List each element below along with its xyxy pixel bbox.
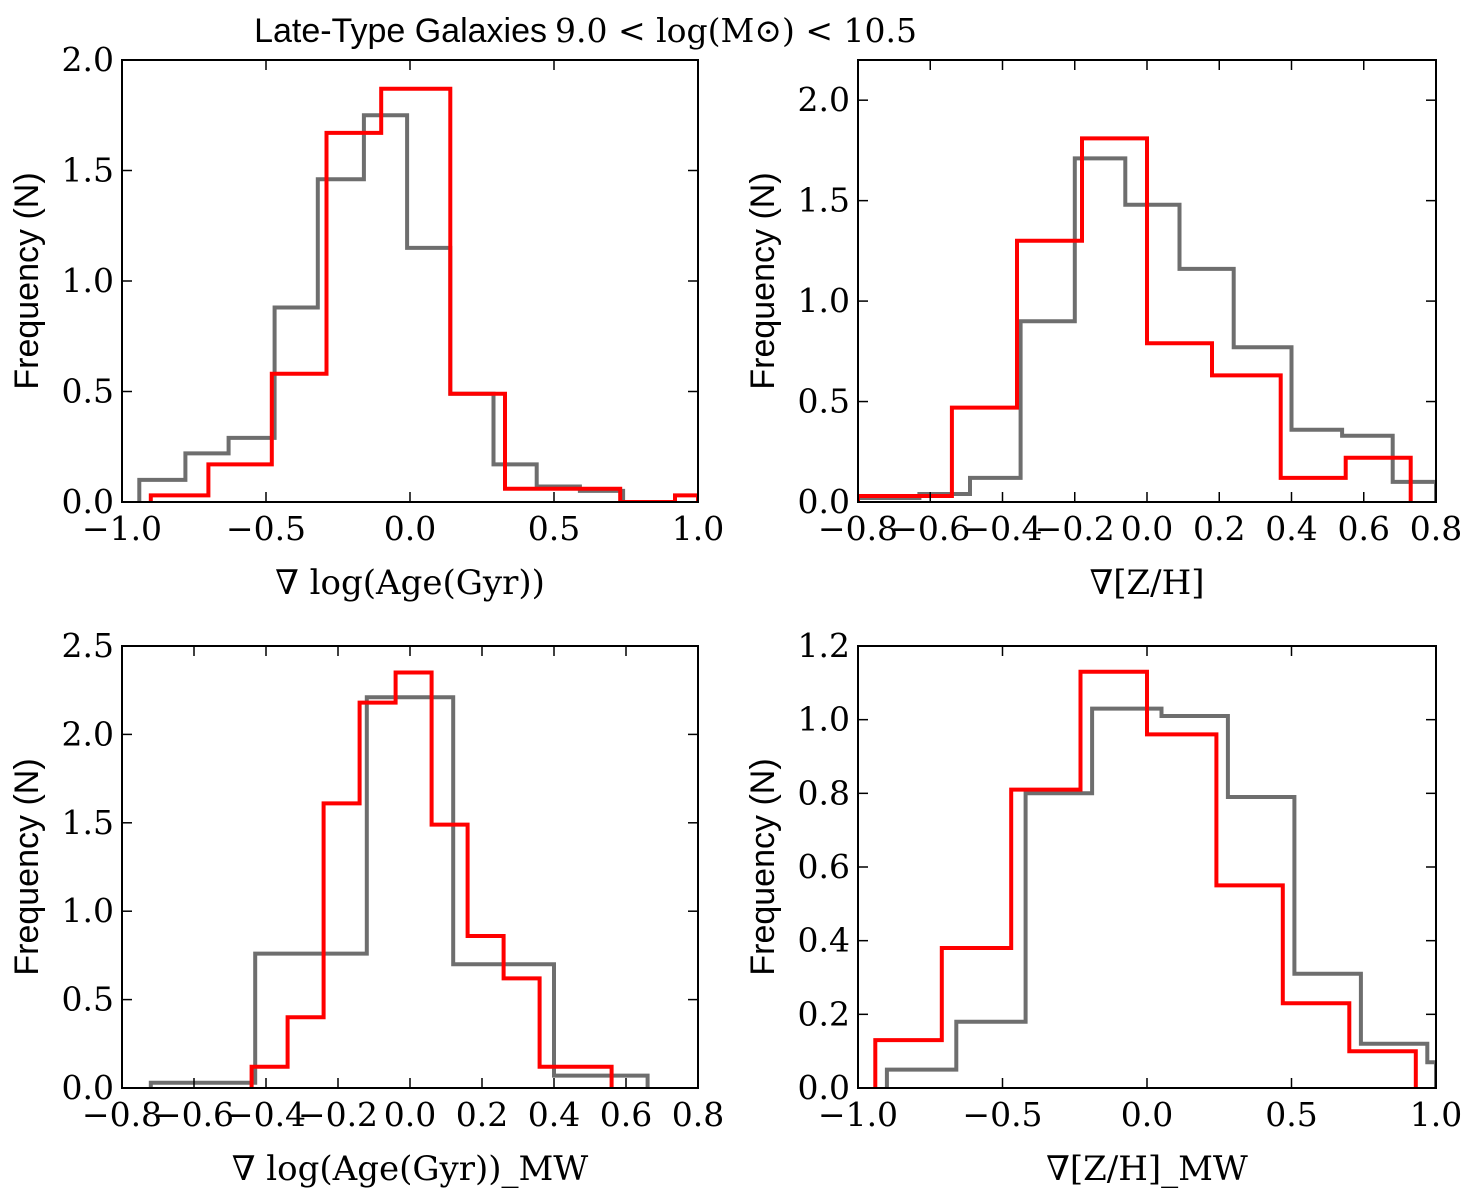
y-tick-label: 0.4 (798, 921, 850, 960)
y-tick-label: 0.0 (62, 482, 114, 521)
y-tick-label: 0.0 (798, 482, 850, 521)
x-axis-label: ∇ log(Age(Gyr))_MW (232, 1149, 589, 1189)
figure-title: Late-Type Galaxies (254, 12, 547, 50)
x-tick-label: −0.8 (818, 509, 898, 548)
histogram-red-series (249, 670, 614, 1088)
histogram-red-series (873, 669, 1418, 1088)
y-tick-label: 0.5 (62, 372, 114, 411)
x-tick-label: 0.2 (456, 1095, 508, 1134)
y-tick-label: 0.6 (798, 847, 850, 886)
y-tick-label: 0.8 (798, 773, 850, 812)
x-tick-label: 1.0 (672, 509, 724, 548)
y-tick-label: 2.0 (798, 80, 850, 119)
histogram-gray-series (858, 156, 1436, 502)
x-tick-label: −0.6 (890, 509, 970, 548)
y-tick-label: 0.0 (62, 1068, 114, 1107)
y-tick-label: 0.2 (798, 994, 850, 1033)
histogram-gray-series (148, 695, 650, 1088)
x-tick-label: 0.0 (384, 1095, 436, 1134)
x-tick-label: 0.0 (1121, 1095, 1173, 1134)
x-tick-label: −0.2 (1035, 509, 1115, 548)
figure-title-mass-range: 9.0 < log(M⊙) < 10.5 (555, 11, 917, 50)
y-tick-label: 1.5 (798, 181, 850, 220)
x-tick-label: 0.4 (1265, 509, 1317, 548)
x-tick-label: 1.0 (1410, 1095, 1462, 1134)
x-tick-label: −1.0 (82, 509, 162, 548)
x-tick-label: −0.4 (962, 509, 1042, 548)
y-tick-label: 0.5 (798, 382, 850, 421)
y-axis-label: Frequency (N) (8, 758, 46, 975)
x-tick-label: 0.6 (600, 1095, 652, 1134)
x-tick-label: 0.8 (672, 1095, 724, 1134)
x-tick-label: 0.2 (1193, 509, 1245, 548)
y-tick-label: 2.0 (62, 714, 114, 753)
y-axis-label: Frequency (N) (8, 172, 46, 389)
y-tick-label: 1.2 (798, 626, 850, 665)
axes-frame (121, 59, 699, 503)
x-tick-label: 0.5 (1265, 1095, 1317, 1134)
x-tick-label: −0.5 (226, 509, 306, 548)
y-tick-label: 2.5 (62, 626, 114, 665)
y-tick-label: 0.5 (62, 980, 114, 1019)
y-tick-label: 1.5 (62, 803, 114, 842)
panel-age: −1.0 −0.5 0.0 0.5 1.0 0.0 0.5 1.0 1.5 2.0 ∇ log(Ag… (8, 40, 724, 603)
y-tick-label: 0.0 (798, 1068, 850, 1107)
x-tick-label: 0.0 (384, 509, 436, 548)
x-tick-label: −0.2 (298, 1095, 378, 1134)
histogram-red-series (148, 86, 698, 502)
x-tick-label: −0.5 (962, 1095, 1042, 1134)
y-axis-label: Frequency (N) (744, 172, 782, 389)
axes-frame (121, 645, 699, 1089)
y-tick-label: 1.0 (62, 891, 114, 930)
x-tick-label: 0.4 (528, 1095, 580, 1134)
x-tick-label: −0.8 (82, 1095, 162, 1134)
x-tick-label: 0.5 (528, 509, 580, 548)
x-tick-label: 0.6 (1338, 509, 1390, 548)
histogram-gray-series (884, 706, 1436, 1088)
y-tick-label: 1.5 (62, 151, 114, 190)
panel-age-mw: −0.8−0.6−0.4−0.2 0.0 0.2 0.4 0.6 0.80.00.51.0… (8, 626, 724, 1189)
y-tick-label: 1.0 (798, 700, 850, 739)
histogram-gray-series (137, 113, 626, 502)
x-axis-label: ∇ log(Age(Gyr)) (275, 563, 545, 603)
x-tick-label: 0.8 (1410, 509, 1462, 548)
y-tick-label: 1.0 (62, 261, 114, 300)
y-tick-label: 1.0 (798, 281, 850, 320)
x-tick-label: 0.0 (1121, 509, 1173, 548)
x-tick-label: −1.0 (818, 1095, 898, 1134)
x-tick-label: −0.6 (154, 1095, 234, 1134)
x-axis-label: ∇[Z/H]_MW (1046, 1149, 1248, 1189)
panel-metallicity-mw: −1.0 −0.5 0.0 0.5 1.0 0.0 0.2 0.4 0.6 0.8 1.0 1.2 ∇[… (744, 626, 1462, 1189)
y-axis-label: Frequency (N) (744, 758, 782, 975)
panel-metallicity: −0.8−0.6−0.4−0.2 0.0 0.2 0.4 0.6 0.80.00.51.0… (744, 59, 1462, 603)
x-tick-label: −0.4 (226, 1095, 306, 1134)
y-tick-label: 2.0 (62, 40, 114, 79)
panels: −1.0 −0.5 0.0 0.5 1.0 0.0 0.5 1.0 1.5 2.0 ∇ log(Ag… (8, 40, 1462, 1189)
histogram-red-series (858, 136, 1413, 502)
x-axis-label: ∇[Z/H] (1090, 563, 1205, 603)
